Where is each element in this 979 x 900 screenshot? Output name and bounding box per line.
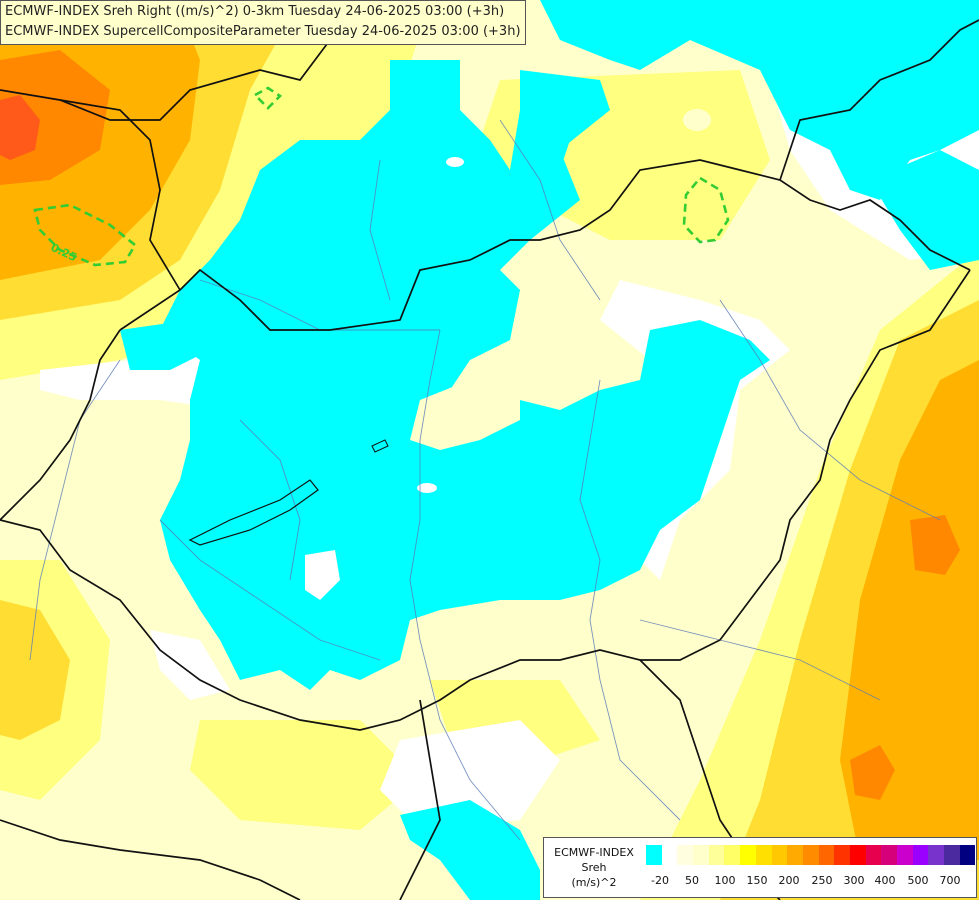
field-yellow-s <box>190 720 420 830</box>
legend-swatch <box>865 845 882 865</box>
legend-swatch <box>959 845 976 865</box>
field-cyan-south <box>400 800 540 900</box>
field-red-nw <box>0 95 40 160</box>
field-cyan-ne-inner <box>870 150 979 270</box>
legend-tick-label: -20 <box>651 874 669 887</box>
field-hole-4 <box>417 483 437 493</box>
legend-tick-label: 100 <box>714 874 736 887</box>
legend-swatch <box>912 845 929 865</box>
legend-label-line-3: (m/s)^2 <box>571 876 617 889</box>
scp-contour-east <box>682 176 730 244</box>
legend-swatch <box>802 845 819 865</box>
legend-swatch <box>646 845 662 865</box>
field-orange-se <box>840 360 979 860</box>
field-cyan-central <box>160 60 770 690</box>
field-hole-1 <box>410 380 520 450</box>
field-cyan-w <box>120 320 210 370</box>
legend-swatch <box>740 845 756 865</box>
field-cyan-spot-2 <box>818 80 836 110</box>
legend-label-line-2: Sreh <box>581 861 607 874</box>
legend-swatch <box>944 845 960 865</box>
map-title-line-2: ECMWF-INDEX SupercellCompositeParameter … <box>5 24 521 39</box>
legend-swatch <box>881 845 897 865</box>
field-darkorange-se2 <box>850 745 895 800</box>
legend-swatch <box>928 845 945 865</box>
legend-swatch <box>834 845 850 865</box>
legend-swatch <box>787 845 803 865</box>
border-ne <box>779 19 979 181</box>
legend-ticks: -20 50 100 150 200 250 300 400 500 700 <box>646 874 976 890</box>
legend-tick-label: 700 <box>939 874 961 887</box>
legend-tick-label: 400 <box>874 874 896 887</box>
lake-balaton <box>188 479 319 546</box>
legend-label: ECMWF-INDEX Sreh (m/s)^2 <box>544 838 644 897</box>
field-hole-2 <box>305 550 340 600</box>
legend-swatch <box>677 845 694 865</box>
legend-swatch <box>693 845 709 865</box>
field-hole-3 <box>683 109 711 131</box>
border-north-2 <box>0 0 361 121</box>
legend-label-line-1: ECMWF-INDEX <box>554 846 634 859</box>
border-west <box>59 99 181 291</box>
rivers <box>29 119 941 841</box>
legend-swatches <box>646 845 976 865</box>
map-title-line-1: ECMWF-INDEX Sreh Right ((m/s)^2) 0-3km T… <box>5 4 505 19</box>
scp-contours <box>33 86 730 267</box>
legend-swatch <box>818 845 835 865</box>
border-west-2 <box>0 329 121 521</box>
border-north <box>119 159 971 331</box>
legend-tick-label: 250 <box>811 874 833 887</box>
border-east <box>640 269 971 661</box>
legend-swatch <box>724 845 741 865</box>
legend-swatch <box>708 845 725 865</box>
field-cyan-north-east <box>540 0 979 200</box>
border-sw <box>0 819 301 900</box>
legend-tick-label: 50 <box>685 874 699 887</box>
field-gold-sw <box>0 600 70 740</box>
legend-swatch <box>771 845 788 865</box>
legend-tick-label: 200 <box>778 874 800 887</box>
legend-swatch <box>755 845 772 865</box>
legend-tick-label: 150 <box>746 874 768 887</box>
scp-contour-west <box>33 203 137 267</box>
field-darkorange-se <box>910 515 960 575</box>
border-south-2 <box>399 699 441 900</box>
map-title-box: ECMWF-INDEX Sreh Right ((m/s)^2) 0-3km T… <box>0 0 526 45</box>
field-white-3 <box>150 630 230 700</box>
legend-tick-label: 300 <box>843 874 865 887</box>
field-hole-5 <box>446 157 464 167</box>
legend-swatch <box>849 845 866 865</box>
scp-contour-north <box>252 86 283 110</box>
border-south <box>0 519 641 731</box>
color-legend: ECMWF-INDEX Sreh (m/s)^2 -20 50 100 150 200 2… <box>543 837 977 898</box>
legend-swatch <box>897 845 913 865</box>
field-cyan-spot-1 <box>545 100 570 170</box>
legend-swatch <box>661 845 678 865</box>
field-white-4 <box>380 720 560 830</box>
lake-small <box>371 439 389 453</box>
legend-tick-label: 500 <box>907 874 929 887</box>
